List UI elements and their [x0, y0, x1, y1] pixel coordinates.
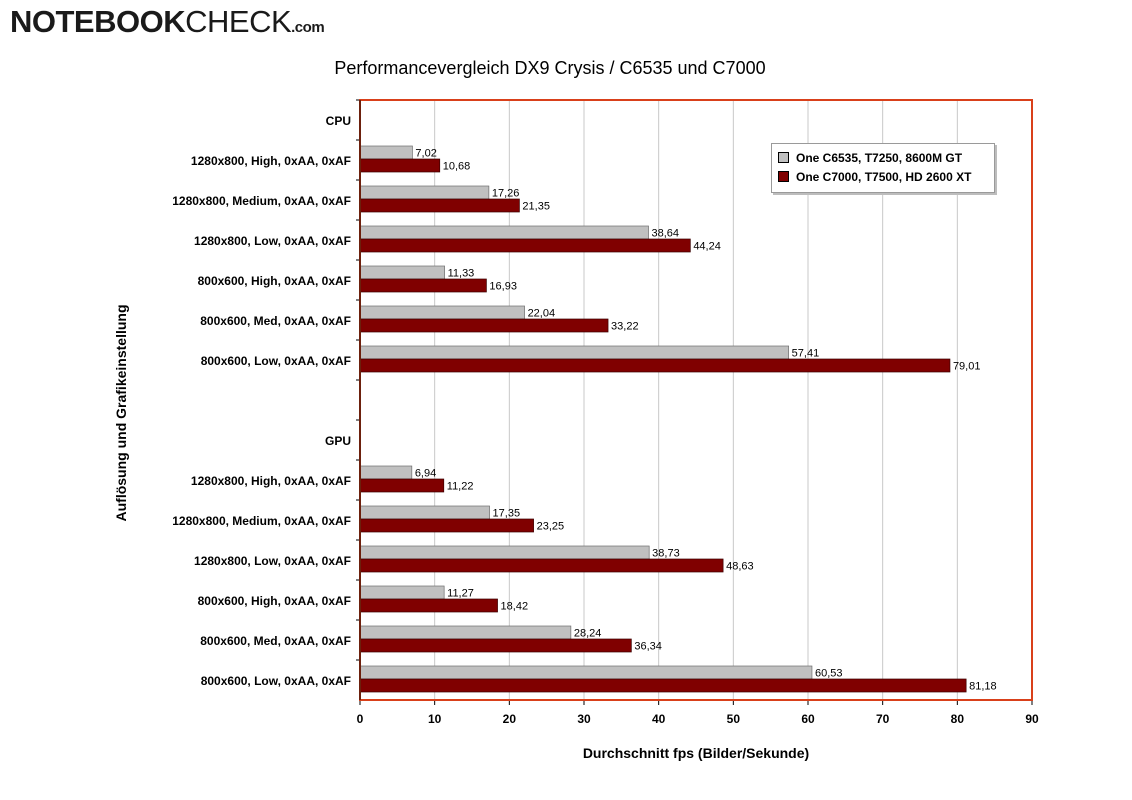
data-label-series-2-cat-10: 23,25 [537, 521, 565, 533]
bar-series-2-cat-1 [359, 158, 441, 173]
category-label-2: 1280x800, Medium, 0xAA, 0xAF [172, 194, 351, 208]
bar-series-1-cat-12 [359, 585, 445, 600]
data-label-series-1-cat-6: 57,41 [792, 348, 820, 360]
data-label-series-1-cat-10: 17,35 [493, 508, 521, 520]
x-tick-label-9: 90 [1025, 712, 1039, 726]
bar-series-2-cat-11 [359, 558, 724, 573]
data-label-series-1-cat-9: 6,94 [415, 468, 436, 480]
legend-swatch-series-2 [778, 171, 789, 182]
data-label-series-1-cat-4: 11,33 [448, 268, 475, 280]
category-label-5: 800x600, Med, 0xAA, 0xAF [200, 314, 351, 328]
bar-series-1-cat-3 [359, 225, 649, 240]
chart-title: Performancevergleich DX9 Crysis / C6535 … [334, 58, 766, 78]
x-axis-label: Durchschnitt fps (Bilder/Sekunde) [582, 745, 810, 761]
data-label-series-2-cat-5: 33,22 [611, 321, 639, 333]
x-tick-label-3: 30 [577, 712, 591, 726]
bar-series-2-cat-6 [359, 358, 951, 373]
group-label-cpu: CPU [326, 114, 351, 128]
legend-label-series-1: One C6535, T7250, 8600M GT [796, 150, 963, 165]
bar-series-1-cat-13 [359, 625, 572, 640]
bar-series-2-cat-3 [359, 238, 691, 253]
bar-series-1-cat-2 [359, 185, 490, 200]
bar-series-1-cat-11 [359, 545, 650, 560]
data-label-series-2-cat-9: 11,22 [447, 481, 474, 493]
data-label-series-2-cat-3: 44,24 [693, 241, 721, 253]
category-label-14: 800x600, Low, 0xAA, 0xAF [201, 674, 351, 688]
bar-series-2-cat-14 [359, 678, 967, 693]
data-label-series-2-cat-13: 36,34 [634, 641, 662, 653]
data-label-series-2-cat-12: 18,42 [501, 601, 529, 613]
category-label-9: 1280x800, High, 0xAA, 0xAF [191, 474, 351, 488]
chart-legend: One C6535, T7250, 8600M GT One C7000, T7… [771, 143, 995, 193]
logo-notebook: NOTEBOOK [10, 4, 186, 39]
data-label-series-1-cat-3: 38,64 [652, 228, 680, 240]
data-label-series-1-cat-1: 7,02 [415, 148, 436, 160]
data-label-series-2-cat-2: 21,35 [522, 201, 550, 213]
bar-series-2-cat-5 [359, 318, 609, 333]
bar-series-2-cat-10 [359, 518, 534, 533]
bar-series-1-cat-14 [359, 665, 813, 680]
category-label-3: 1280x800, Low, 0xAA, 0xAF [194, 234, 351, 248]
data-label-series-1-cat-13: 28,24 [574, 628, 602, 640]
bar-series-1-cat-10 [359, 505, 490, 520]
group-label-gpu: GPU [325, 434, 351, 448]
x-tick-label-0: 0 [357, 712, 364, 726]
data-label-series-2-cat-6: 79,01 [953, 361, 981, 373]
x-tick-label-5: 50 [727, 712, 741, 726]
bar-series-2-cat-9 [359, 478, 445, 493]
legend-label-series-2: One C7000, T7500, HD 2600 XT [796, 169, 972, 184]
x-tick-label-6: 60 [801, 712, 815, 726]
legend-item-series-2: One C7000, T7500, HD 2600 XT [778, 167, 988, 186]
bar-series-1-cat-5 [359, 305, 525, 320]
category-label-11: 1280x800, Low, 0xAA, 0xAF [194, 554, 351, 568]
x-tick-label-8: 80 [951, 712, 965, 726]
data-label-series-1-cat-5: 22,04 [528, 308, 556, 320]
bar-series-1-cat-4 [359, 265, 445, 280]
data-label-series-1-cat-2: 17,26 [492, 188, 520, 200]
logo-com: .com [291, 19, 325, 36]
bar-series-2-cat-13 [359, 638, 632, 653]
data-label-series-2-cat-4: 16,93 [489, 281, 517, 293]
bar-series-1-cat-6 [359, 345, 790, 360]
site-logo: NOTEBOOKCHECK.com [10, 4, 325, 40]
data-label-series-1-cat-11: 38,73 [652, 548, 680, 560]
x-tick-label-7: 70 [876, 712, 890, 726]
category-label-12: 800x600, High, 0xAA, 0xAF [198, 594, 351, 608]
data-label-series-2-cat-14: 81,18 [969, 681, 997, 693]
category-label-10: 1280x800, Medium, 0xAA, 0xAF [172, 514, 351, 528]
bar-series-2-cat-12 [359, 598, 498, 613]
category-label-6: 800x600, Low, 0xAA, 0xAF [201, 354, 351, 368]
data-label-series-1-cat-14: 60,53 [815, 668, 843, 680]
x-tick-label-4: 40 [652, 712, 666, 726]
x-tick-label-1: 10 [428, 712, 442, 726]
bar-series-2-cat-2 [359, 198, 520, 213]
bar-series-1-cat-9 [359, 465, 413, 480]
category-label-4: 800x600, High, 0xAA, 0xAF [198, 274, 351, 288]
data-label-series-2-cat-11: 48,63 [726, 561, 754, 573]
bar-series-2-cat-4 [359, 278, 487, 293]
category-label-1: 1280x800, High, 0xAA, 0xAF [191, 154, 351, 168]
legend-item-series-1: One C6535, T7250, 8600M GT [778, 148, 988, 167]
category-label-13: 800x600, Med, 0xAA, 0xAF [200, 634, 351, 648]
bar-series-1-cat-1 [359, 145, 413, 160]
legend-swatch-series-1 [778, 152, 789, 163]
data-label-series-1-cat-12: 11,27 [447, 588, 474, 600]
logo-check: CHECK [185, 4, 292, 39]
x-tick-label-2: 20 [503, 712, 517, 726]
data-label-series-2-cat-1: 10,68 [443, 161, 471, 173]
